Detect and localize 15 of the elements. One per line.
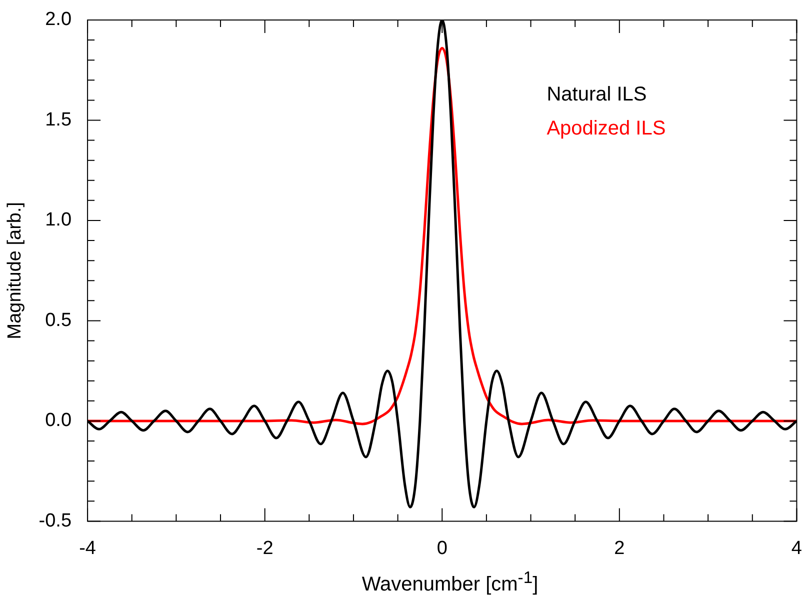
x-tick-label: 0 (436, 538, 448, 559)
x-tick-label: -2 (256, 538, 274, 559)
y-tick-label: -0.5 (38, 510, 72, 532)
y-tick-label: 2.0 (45, 9, 72, 30)
x-tick-label: 2 (614, 538, 625, 559)
x-tick-label: 4 (791, 538, 802, 559)
x-tick-label: -4 (79, 538, 96, 559)
y-tick-label: 1.5 (45, 109, 72, 130)
y-tick-label: 0.0 (45, 410, 72, 432)
text: Apodized ILS (546, 118, 666, 140)
x-axis-title: Wavenumber [cm$^{-1}$] (360, 568, 540, 597)
y-axis-title: Magnitude [arb.] (4, 202, 26, 340)
y-tick-label: 1.0 (45, 210, 72, 231)
text: Natural ILS (546, 84, 647, 106)
y-tick-label: 0.5 (45, 310, 72, 331)
